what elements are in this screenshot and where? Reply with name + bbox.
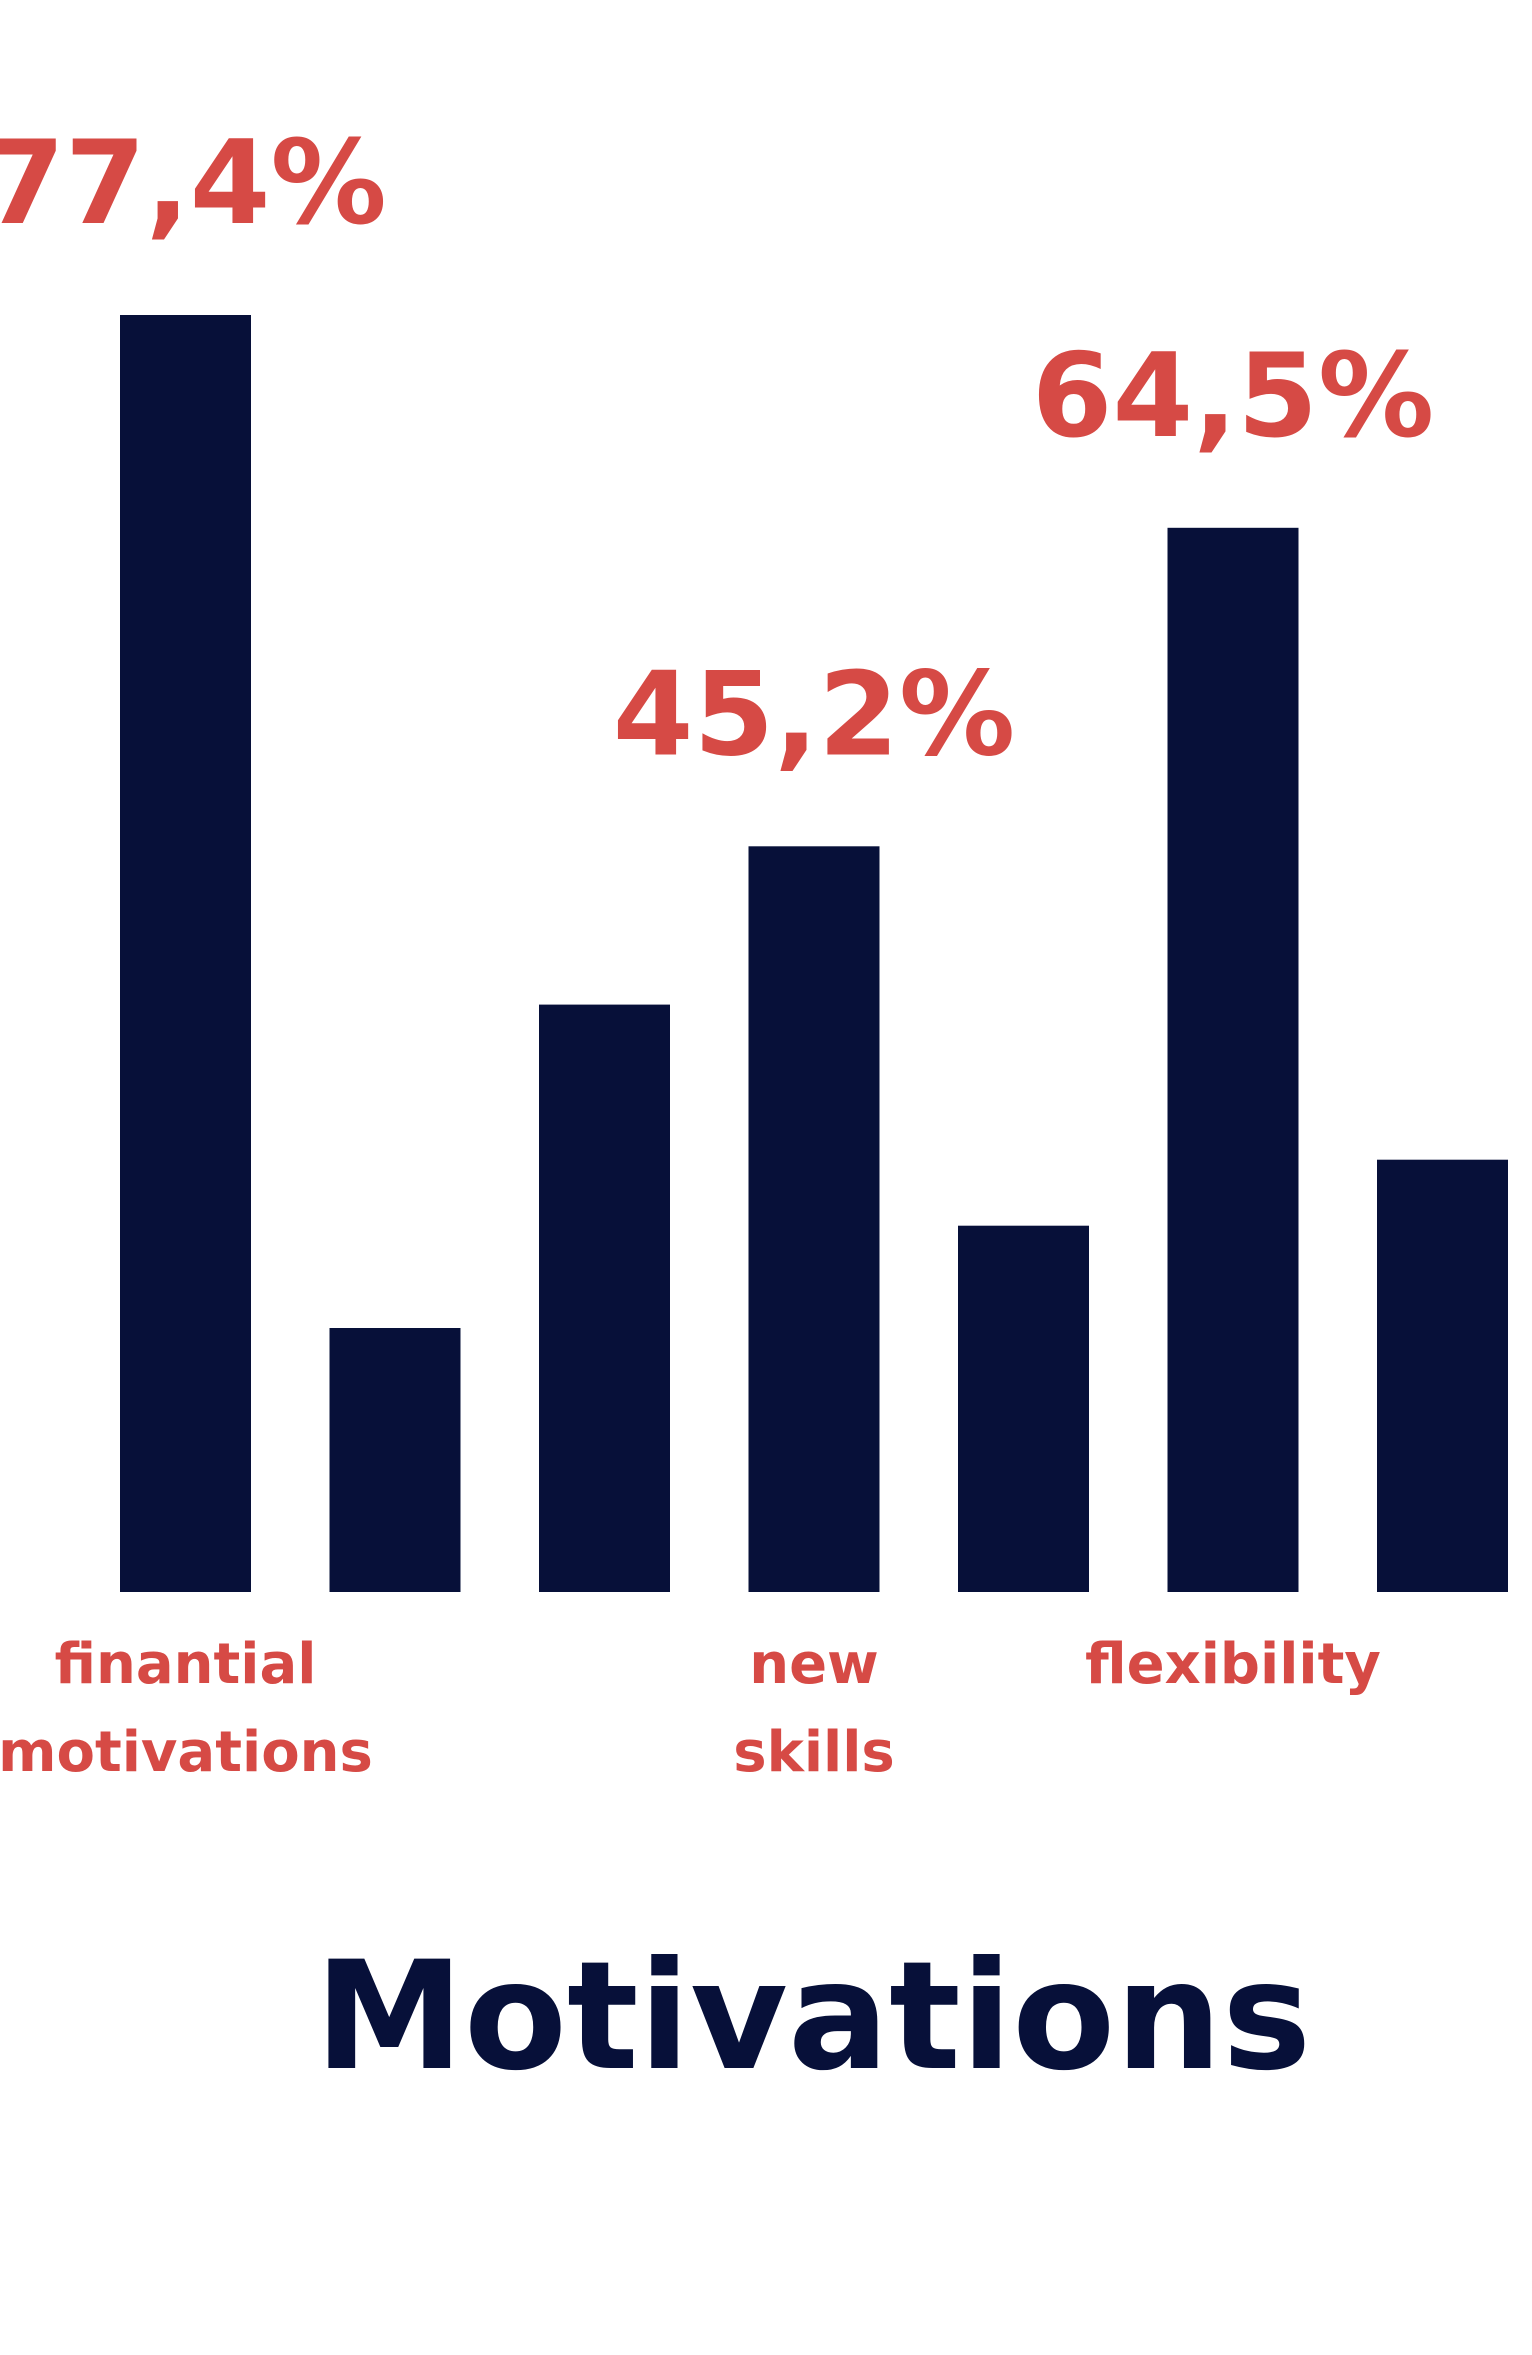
bar-5: [958, 1225, 1089, 1592]
value-label-4: 45,2%: [613, 647, 1015, 782]
category-labels-layer: finantial motivations new skills flexibility: [0, 1632, 1381, 1785]
bar-4: [748, 846, 880, 1592]
bar-1: [120, 315, 251, 1592]
value-labels-layer: 77,4% 45,2% 64,5%: [0, 116, 1434, 782]
bars-layer: [120, 315, 1508, 1592]
category-label-1-line-1: finantial: [55, 1632, 317, 1697]
category-label-4-line-2: skills: [733, 1720, 895, 1785]
chart-title: Motivations: [315, 1930, 1312, 2104]
bar-6: [1167, 527, 1299, 1592]
category-label-6-line-1: flexibility: [1085, 1632, 1381, 1697]
category-label-1-line-2: motivations: [0, 1720, 373, 1785]
bar-3: [539, 1004, 670, 1592]
category-label-4-line-1: new: [749, 1632, 879, 1697]
value-label-1: 77,4%: [0, 116, 387, 251]
value-label-6: 64,5%: [1032, 329, 1434, 464]
bar-2: [329, 1328, 461, 1592]
bar-7: [1377, 1159, 1508, 1592]
